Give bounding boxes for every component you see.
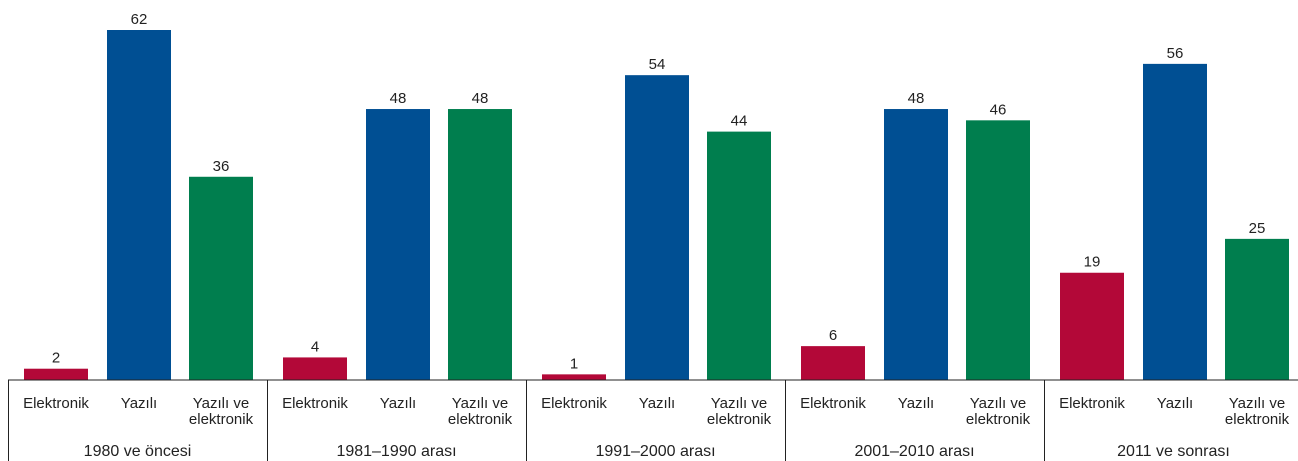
data-label: 19 <box>1084 254 1101 271</box>
category-label: Elektronik <box>1059 395 1125 412</box>
data-label: 44 <box>731 113 748 130</box>
bar-2001-2010-aras-yaz-l-ve-elektronik <box>966 120 1030 381</box>
data-label: 56 <box>1167 45 1184 62</box>
category-label: Yazılı <box>121 395 157 412</box>
data-label: 25 <box>1249 220 1266 237</box>
category-label: Elektronik <box>541 395 607 412</box>
bar-1981-1990-aras-yaz-l-ve-elektronik <box>448 109 512 380</box>
data-label: 48 <box>908 90 925 107</box>
category-label: elektronik <box>966 411 1031 428</box>
group-label: 1981–1990 arası <box>336 443 456 460</box>
category-label: elektronik <box>1225 411 1290 428</box>
category-label: Yazılı <box>639 395 675 412</box>
data-label: 48 <box>472 90 489 107</box>
bar-1980-ve-ncesi-elektronik <box>24 368 88 380</box>
bar-2001-2010-aras-yaz-l <box>884 109 948 380</box>
bar-1980-ve-ncesi-yaz-l <box>107 30 171 380</box>
category-label: Yazılı ve <box>193 395 249 412</box>
bar-2001-2010-aras-elektronik <box>801 346 865 380</box>
bar-1981-1990-aras-elektronik <box>283 357 347 380</box>
bar-1980-ve-ncesi-yaz-l-ve-elektronik <box>189 176 253 380</box>
data-label: 4 <box>311 338 319 355</box>
data-label: 46 <box>990 101 1007 118</box>
category-label: Yazılı ve <box>711 395 767 412</box>
bar-2011-ve-sonras-elektronik <box>1060 272 1124 380</box>
category-label: elektronik <box>448 411 513 428</box>
category-label: Elektronik <box>23 395 89 412</box>
data-label: 36 <box>213 158 230 175</box>
group-label: 1991–2000 arası <box>595 443 715 460</box>
data-label: 1 <box>570 355 578 372</box>
bar-1991-2000-aras-yaz-l <box>625 75 689 381</box>
data-label: 2 <box>52 350 60 367</box>
category-label: elektronik <box>189 411 254 428</box>
category-label: Yazılı ve <box>452 395 508 412</box>
data-label: 6 <box>829 327 837 344</box>
bar-1991-2000-aras-yaz-l-ve-elektronik <box>707 131 771 380</box>
group-label: 1980 ve öncesi <box>84 443 192 460</box>
category-label: Yazılı <box>1157 395 1193 412</box>
data-label: 62 <box>131 11 148 28</box>
group-label: 2011 ve sonrası <box>1117 443 1230 460</box>
category-label: Yazılı <box>380 395 416 412</box>
data-label: 48 <box>390 90 407 107</box>
bar-2011-ve-sonras-yaz-l-ve-elektronik <box>1225 238 1289 380</box>
category-label: Yazılı <box>898 395 934 412</box>
bar-1981-1990-aras-yaz-l <box>366 109 430 380</box>
category-label: Elektronik <box>282 395 348 412</box>
category-label: Elektronik <box>800 395 866 412</box>
bar-2011-ve-sonras-yaz-l <box>1143 63 1207 380</box>
data-label: 54 <box>649 56 666 73</box>
category-label: Yazılı ve <box>1229 395 1285 412</box>
category-label: elektronik <box>707 411 772 428</box>
category-label: Yazılı ve <box>970 395 1026 412</box>
group-label: 2001–2010 arası <box>854 443 974 460</box>
bar-1991-2000-aras-elektronik <box>542 374 606 380</box>
